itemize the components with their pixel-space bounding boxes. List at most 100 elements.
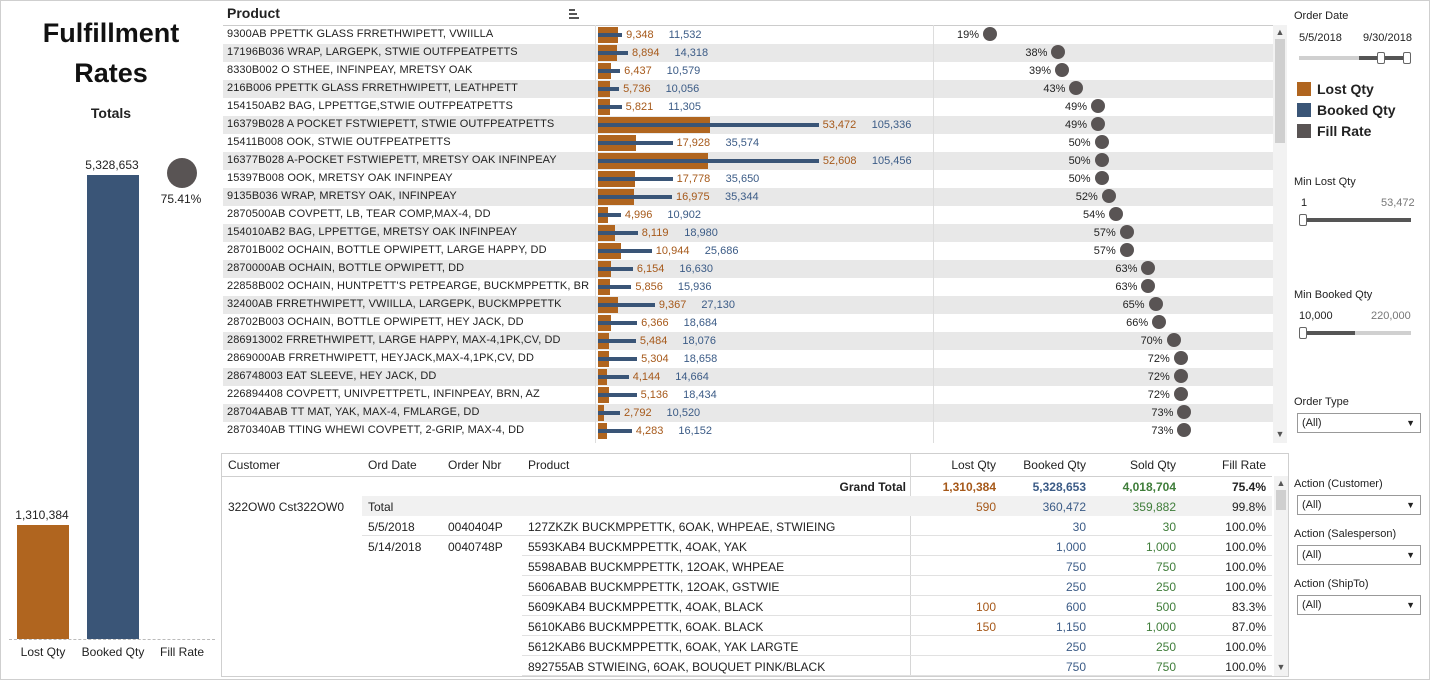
- product-column-header[interactable]: Product: [227, 5, 280, 21]
- product-row[interactable]: 2869000AB FRRETHWIPETT, HEYJACK,MAX-4,1P…: [223, 350, 1273, 368]
- order-type-dropdown[interactable]: (All) ▼: [1297, 413, 1421, 433]
- booked-qty-bar[interactable]: [598, 87, 620, 91]
- customer-total-row[interactable]: Total 590 360,472 359,882 99.8%: [362, 496, 1272, 516]
- header-sold-qty[interactable]: Sold Qty: [1129, 458, 1176, 472]
- product-row[interactable]: 216B006 PPETTK GLASS FRRETHWIPETT, LEATH…: [223, 80, 1273, 98]
- table-row[interactable]: 5612KAB6 BUCKMPPETTK, 6OAK, YAK LARGTE 25…: [222, 636, 1272, 656]
- fill-rate-dot[interactable]: [1141, 261, 1156, 275]
- order-date-start[interactable]: 5/5/2018: [1299, 32, 1342, 44]
- fill-rate-dot[interactable]: [1109, 207, 1123, 221]
- scroll-up-icon[interactable]: ▲: [1276, 478, 1286, 488]
- booked-qty-bar[interactable]: [598, 159, 819, 163]
- customer-name[interactable]: 322OW0 Cst322OW0: [228, 500, 345, 514]
- product-row[interactable]: 9135B036 WRAP, MRETSY OAK, INFINPEAY 16,9…: [223, 188, 1273, 206]
- fill-rate-dot[interactable]: [1094, 135, 1109, 149]
- booked-qty-bar[interactable]: [598, 339, 636, 343]
- header-product[interactable]: Product: [528, 458, 570, 472]
- slider-handle[interactable]: [1377, 52, 1385, 64]
- fill-rate-dot[interactable]: [1119, 243, 1134, 257]
- product-row[interactable]: 2870500AB COVPETT, LB, TEAR COMP,MAX-4, …: [223, 206, 1273, 224]
- product-row[interactable]: 286748003 EAT SLEEVE, HEY JACK, DD 4,144 1…: [223, 368, 1273, 386]
- fill-rate-dot[interactable]: [1152, 315, 1167, 329]
- header-lost-qty[interactable]: Lost Qty: [951, 458, 996, 472]
- scroll-up-icon[interactable]: ▲: [1275, 27, 1285, 37]
- booked-qty-bar[interactable]: [598, 123, 819, 127]
- fill-rate-dot[interactable]: [1173, 387, 1188, 401]
- scroll-thumb[interactable]: [1276, 490, 1286, 510]
- table-row[interactable]: 5609KAB4 BUCKMPPETTK, 4OAK, BLACK 100 600 5…: [222, 596, 1272, 616]
- header-fill-rate[interactable]: Fill Rate: [1221, 458, 1266, 472]
- product-row[interactable]: 16377B028 A-POCKET FSTWIEPETT, MRETSY OA…: [223, 152, 1273, 170]
- fill-rate-dot[interactable]: [1177, 423, 1192, 437]
- order-date-slider[interactable]: [1299, 52, 1411, 64]
- product-row[interactable]: 15411B008 OOK, STWIE OUTFPEATPETTS 17,928…: [223, 134, 1273, 152]
- table-row[interactable]: 5606ABAB BUCKMPPETTK, 12OAK, GSTWIE 250 25…: [222, 576, 1272, 596]
- header-customer[interactable]: Customer: [228, 458, 281, 472]
- booked-qty-bar[interactable]: [598, 303, 655, 307]
- booked-qty-bar[interactable]: [598, 105, 622, 109]
- booked-qty-bar[interactable]: [598, 411, 621, 415]
- product-row[interactable]: 15397B008 OOK, MRETSY OAK INFINPEAY 17,77…: [223, 170, 1273, 188]
- booked-qty-bar[interactable]: [598, 375, 629, 379]
- fill-rate-dot[interactable]: [1091, 117, 1105, 131]
- product-row[interactable]: 8330B002 O STHEE, INFINPEAY, MRETSY OAK 6…: [223, 62, 1273, 80]
- booked-qty-bar[interactable]: [598, 177, 673, 181]
- fill-rate-dot[interactable]: [1173, 369, 1188, 383]
- booked-qty-bar[interactable]: [598, 285, 632, 289]
- booked-qty-bar[interactable]: [598, 195, 673, 199]
- booked-qty-bar[interactable]: [598, 213, 621, 217]
- total-lost-bar[interactable]: [17, 524, 69, 639]
- min-booked-min[interactable]: 10,000: [1299, 310, 1333, 322]
- product-row[interactable]: 154010AB2 BAG, LPPETTGE, MRETSY OAK INFI…: [223, 224, 1273, 242]
- product-row[interactable]: 9300AB PPETTK GLASS FRRETHWIPETT, VWIILL…: [223, 26, 1273, 44]
- min-lost-min[interactable]: 1: [1301, 197, 1308, 209]
- action-shipto-dropdown[interactable]: (All) ▼: [1297, 595, 1421, 615]
- booked-qty-bar[interactable]: [598, 321, 638, 325]
- fill-rate-dot[interactable]: [1094, 153, 1109, 167]
- legend-fill-rate[interactable]: Fill Rate: [1297, 123, 1371, 139]
- detail-scrollbar[interactable]: ▲ ▼: [1274, 476, 1288, 676]
- fill-rate-dot[interactable]: [1101, 189, 1116, 203]
- booked-qty-bar[interactable]: [598, 51, 628, 55]
- table-row[interactable]: 5/5/2018 0040404P 127ZKZK BUCKMPPETTK, 6OA…: [222, 516, 1272, 536]
- booked-qty-bar[interactable]: [598, 33, 623, 37]
- slider-handle[interactable]: [1299, 327, 1307, 339]
- booked-qty-bar[interactable]: [598, 429, 632, 433]
- fill-rate-dot[interactable]: [1094, 171, 1109, 185]
- sort-icon[interactable]: [569, 9, 579, 19]
- fill-rate-dot[interactable]: [1091, 99, 1105, 113]
- fill-rate-dot[interactable]: [1055, 63, 1069, 77]
- total-booked-bar[interactable]: [87, 175, 139, 639]
- slider-handle[interactable]: [1403, 52, 1411, 64]
- slider-handle[interactable]: [1299, 214, 1307, 226]
- product-row[interactable]: 32400AB FRRETHWIPETT, VWIILLA, LARGEPK, …: [223, 296, 1273, 314]
- product-row[interactable]: 2870000AB OCHAIN, BOTTLE OPWIPETT, DD 6,1…: [223, 260, 1273, 278]
- table-row[interactable]: 5610KAB6 BUCKMPPETTK, 6OAK. BLACK 150 1,15…: [222, 616, 1272, 636]
- header-booked-qty[interactable]: Booked Qty: [1023, 458, 1086, 472]
- product-row[interactable]: 286913002 FRRETHWIPETT, LARGE HAPPY, MAX…: [223, 332, 1273, 350]
- product-row[interactable]: 28704ABAB TT MAT, YAK, MAX-4, FMLARGE, D…: [223, 404, 1273, 422]
- order-date-end[interactable]: 9/30/2018: [1363, 32, 1412, 44]
- header-ord-date[interactable]: Ord Date: [368, 458, 417, 472]
- fill-rate-dot[interactable]: [1141, 279, 1156, 293]
- table-row[interactable]: 5/14/2018 0040748P 5593KAB4 BUCKMPPETTK, 4…: [222, 536, 1272, 556]
- action-salesperson-dropdown[interactable]: (All) ▼: [1297, 545, 1421, 565]
- fill-rate-dot[interactable]: [1069, 81, 1084, 95]
- booked-qty-bar[interactable]: [598, 231, 638, 235]
- table-row[interactable]: 5598ABAB BUCKMPPETTK, 12OAK, WHPEAE 750 75…: [222, 556, 1272, 576]
- product-row[interactable]: 154150AB2 BAG, LPPETTGE,STWIE OUTFPEATPE…: [223, 98, 1273, 116]
- legend-lost[interactable]: Lost Qty: [1297, 81, 1374, 97]
- product-row[interactable]: 226894408 COVPETT, UNIVPETTPETL, INFINPE…: [223, 386, 1273, 404]
- fill-rate-dot[interactable]: [1051, 45, 1066, 59]
- fill-rate-dot[interactable]: [1177, 405, 1192, 419]
- product-row[interactable]: 28702B003 OCHAIN, BOTTLE OPWIPETT, HEY J…: [223, 314, 1273, 332]
- product-row[interactable]: 2870340AB TTING WHEWI COVPETT, 2-GRIP, M…: [223, 422, 1273, 440]
- booked-qty-bar[interactable]: [598, 141, 673, 145]
- booked-qty-bar[interactable]: [598, 267, 633, 271]
- scroll-down-icon[interactable]: ▼: [1275, 429, 1285, 439]
- fill-rate-dot[interactable]: [1166, 333, 1181, 347]
- product-row[interactable]: 28701B002 OCHAIN, BOTTLE OPWIPETT, LARGE…: [223, 242, 1273, 260]
- booked-qty-bar[interactable]: [598, 393, 637, 397]
- action-customer-dropdown[interactable]: (All) ▼: [1297, 495, 1421, 515]
- scroll-thumb[interactable]: [1275, 39, 1285, 143]
